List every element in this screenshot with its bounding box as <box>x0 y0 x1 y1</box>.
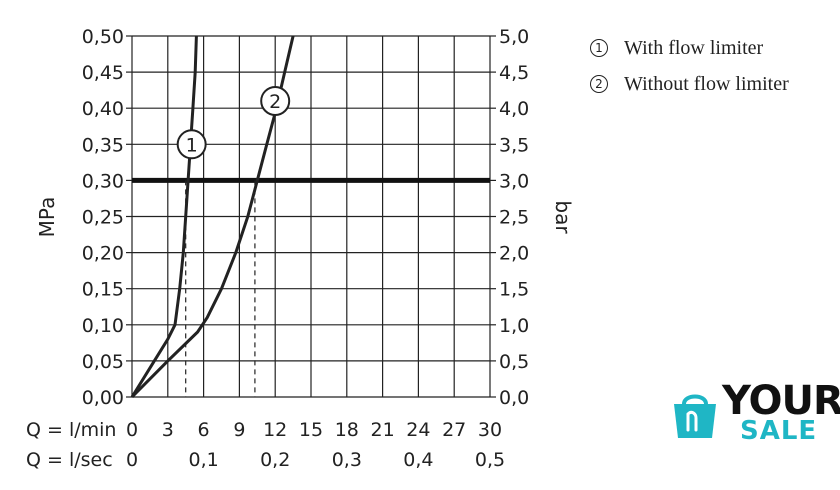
y-tick-label-left: 0,45 <box>82 62 124 84</box>
x-tick-label-lmin: 6 <box>198 419 210 441</box>
x-tick-label-lmin: 3 <box>162 419 174 441</box>
logo-text-your: YOUR <box>722 378 840 424</box>
y-tick-label-left: 0,10 <box>82 315 124 337</box>
x-tick-label-lsec: 0,3 <box>332 449 362 471</box>
y-tick-label-right: 0,5 <box>499 351 529 373</box>
y-tick-label-right: 1,5 <box>499 279 529 301</box>
x-tick-label-lmin: 15 <box>299 419 323 441</box>
y-tick-label-left: 0,20 <box>82 243 124 265</box>
chart-legend: 1 With flow limiter 2 Without flow limit… <box>590 30 789 102</box>
y-axis-title-left: MPa <box>35 197 59 238</box>
series-marker-2 <box>260 85 291 116</box>
series-line-1 <box>130 35 198 398</box>
legend-item-without-flow-limiter: 2 Without flow limiter <box>590 66 789 102</box>
legend-label-1: With flow limiter <box>624 36 764 59</box>
legend-marker-2: 2 <box>590 75 608 93</box>
logo-text-sale: SALE <box>740 416 818 446</box>
x-tick-label-lsec: 0,2 <box>260 449 290 471</box>
y-tick-label-left: 0,15 <box>82 279 124 301</box>
legend-item-with-flow-limiter: 1 With flow limiter <box>590 30 789 66</box>
x-tick-label-lmin: 30 <box>478 419 502 441</box>
y-tick-label-right: 1,0 <box>499 315 529 337</box>
y-tick-label-right: 5,0 <box>499 26 529 48</box>
y-tick-label-right: 2,5 <box>499 207 529 229</box>
x-tick-label-lmin: 18 <box>335 419 359 441</box>
x-tick-label-lmin: 24 <box>406 419 430 441</box>
y-tick-label-left: 0,05 <box>82 351 124 373</box>
x-tick-label-lsec: 0 <box>126 449 138 471</box>
chart-axis-labels: 0,00 0,00,05 0,50,10 1,00,15 1,50,20 2,00,25 2… <box>26 26 575 471</box>
x-axis-title-lsec: Q = l/sec <box>26 449 113 471</box>
y-tick-label-right: 0,0 <box>499 387 529 409</box>
y-tick-label-right: 4,0 <box>499 98 529 120</box>
y-tick-label-left: 0,25 <box>82 207 124 229</box>
y-tick-label-right: 3,0 <box>499 170 529 192</box>
y-tick-label-right: 2,0 <box>499 243 529 265</box>
x-tick-label-lmin: 9 <box>233 419 245 441</box>
x-tick-label-lmin: 21 <box>371 419 395 441</box>
y-axis-title-right: bar <box>551 200 575 234</box>
series-marker-label-1: 1 <box>186 134 198 156</box>
x-tick-label-lmin: 27 <box>442 419 466 441</box>
legend-marker-1: 1 <box>590 39 608 57</box>
series-marker-1 <box>176 129 207 160</box>
x-tick-label-lmin: 12 <box>263 419 287 441</box>
x-tick-label-lsec: 0,1 <box>188 449 218 471</box>
your-sale-logo: YOUR SALE <box>662 378 840 446</box>
x-tick-label-lsec: 0,4 <box>403 449 433 471</box>
legend-label-2: Without flow limiter <box>624 72 789 95</box>
y-tick-label-left: 0,50 <box>82 26 124 48</box>
y-tick-label-left: 0,00 <box>82 387 124 409</box>
y-tick-label-right: 3,5 <box>499 134 529 156</box>
chart-grid <box>126 35 496 398</box>
chart-series: 12 <box>130 35 295 399</box>
y-tick-label-left: 0,35 <box>82 134 124 156</box>
y-tick-label-left: 0,30 <box>82 170 124 192</box>
y-tick-label-left: 0,40 <box>82 98 124 120</box>
x-tick-label-lsec: 0,5 <box>475 449 505 471</box>
series-marker-label-2: 2 <box>269 91 281 113</box>
x-axis-title-lmin: Q = l/min <box>26 419 116 441</box>
x-tick-label-lmin: 0 <box>126 419 138 441</box>
y-tick-label-right: 4,5 <box>499 62 529 84</box>
shopping-bag-icon <box>674 394 716 438</box>
